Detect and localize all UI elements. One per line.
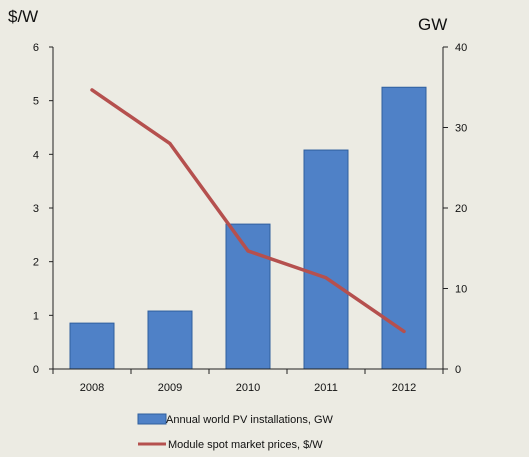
right-axis-ticks: 0 10 20 30 40 [443,42,467,376]
bar-2010 [225,223,271,370]
left-tick-label: 1 [33,310,39,322]
left-tick-label: 0 [33,364,39,376]
legend-label-installations: Annual world PV installations, GW [166,414,334,426]
bar-2012 [381,86,427,370]
price-point-2012 [402,329,406,333]
right-axis-unit: GW [418,15,447,34]
bar-2009 [147,310,193,370]
line-series [90,88,406,334]
x-tick-label: 2010 [236,382,260,394]
x-tick-label: 2008 [80,382,104,394]
x-axis-ticks: 2008 2009 2010 2011 2012 [52,369,444,394]
left-tick-label: 5 [33,96,39,108]
price-point-2009 [168,142,172,146]
left-tick-label: 2 [33,257,39,269]
legend-swatch-bar [137,413,167,425]
price-point-2010 [246,249,250,253]
price-point-2011 [324,276,328,280]
price-point-2008 [90,88,94,92]
x-tick-label: 2012 [392,382,416,394]
bar-2011 [303,149,349,370]
x-tick-label: 2009 [158,382,182,394]
bar-series [69,86,427,370]
right-tick-label: 0 [455,364,461,376]
right-tick-label: 10 [455,284,467,296]
left-axis-unit: $/W [8,7,38,26]
right-tick-label: 40 [455,42,467,54]
legend-label-prices: Module spot market prices, $/W [168,439,323,451]
left-tick-label: 6 [33,42,39,54]
x-tick-label: 2011 [314,382,338,394]
right-tick-label: 20 [455,203,467,215]
legend: Annual world PV installations, GW Module… [137,413,334,451]
left-tick-label: 3 [33,203,39,215]
right-tick-label: 30 [455,123,467,135]
bar-2008 [69,322,115,370]
left-tick-label: 4 [33,149,39,161]
left-axis-ticks: 0 1 2 3 4 5 6 [33,42,53,376]
